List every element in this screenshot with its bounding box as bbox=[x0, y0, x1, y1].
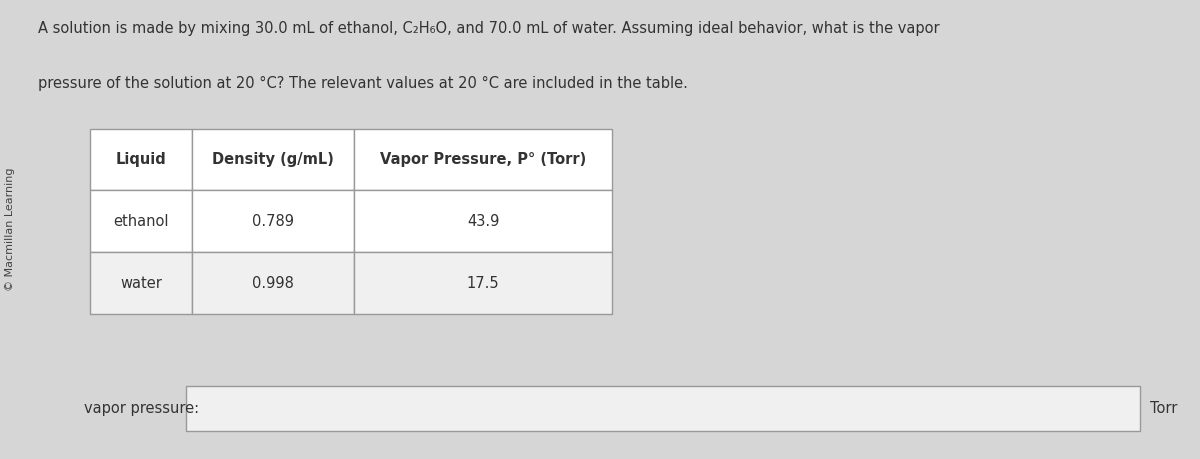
Text: Liquid: Liquid bbox=[115, 152, 167, 167]
Text: Density (g/mL): Density (g/mL) bbox=[212, 152, 334, 167]
Text: pressure of the solution at 20 °C? The relevant values at 20 °C are included in : pressure of the solution at 20 °C? The r… bbox=[38, 76, 689, 91]
Text: 43.9: 43.9 bbox=[467, 214, 499, 229]
Text: vapor pressure:: vapor pressure: bbox=[84, 401, 199, 416]
Text: 17.5: 17.5 bbox=[467, 276, 499, 291]
Text: 0.998: 0.998 bbox=[252, 276, 294, 291]
Text: Vapor Pressure, P° (Torr): Vapor Pressure, P° (Torr) bbox=[380, 152, 586, 167]
Text: 0.789: 0.789 bbox=[252, 214, 294, 229]
Text: ethanol: ethanol bbox=[113, 214, 169, 229]
Text: Torr: Torr bbox=[1150, 401, 1177, 416]
Text: A solution is made by mixing 30.0 mL of ethanol, C₂H₆O, and 70.0 mL of water. As: A solution is made by mixing 30.0 mL of … bbox=[38, 21, 940, 36]
Text: water: water bbox=[120, 276, 162, 291]
Text: © Macmillan Learning: © Macmillan Learning bbox=[5, 168, 14, 291]
